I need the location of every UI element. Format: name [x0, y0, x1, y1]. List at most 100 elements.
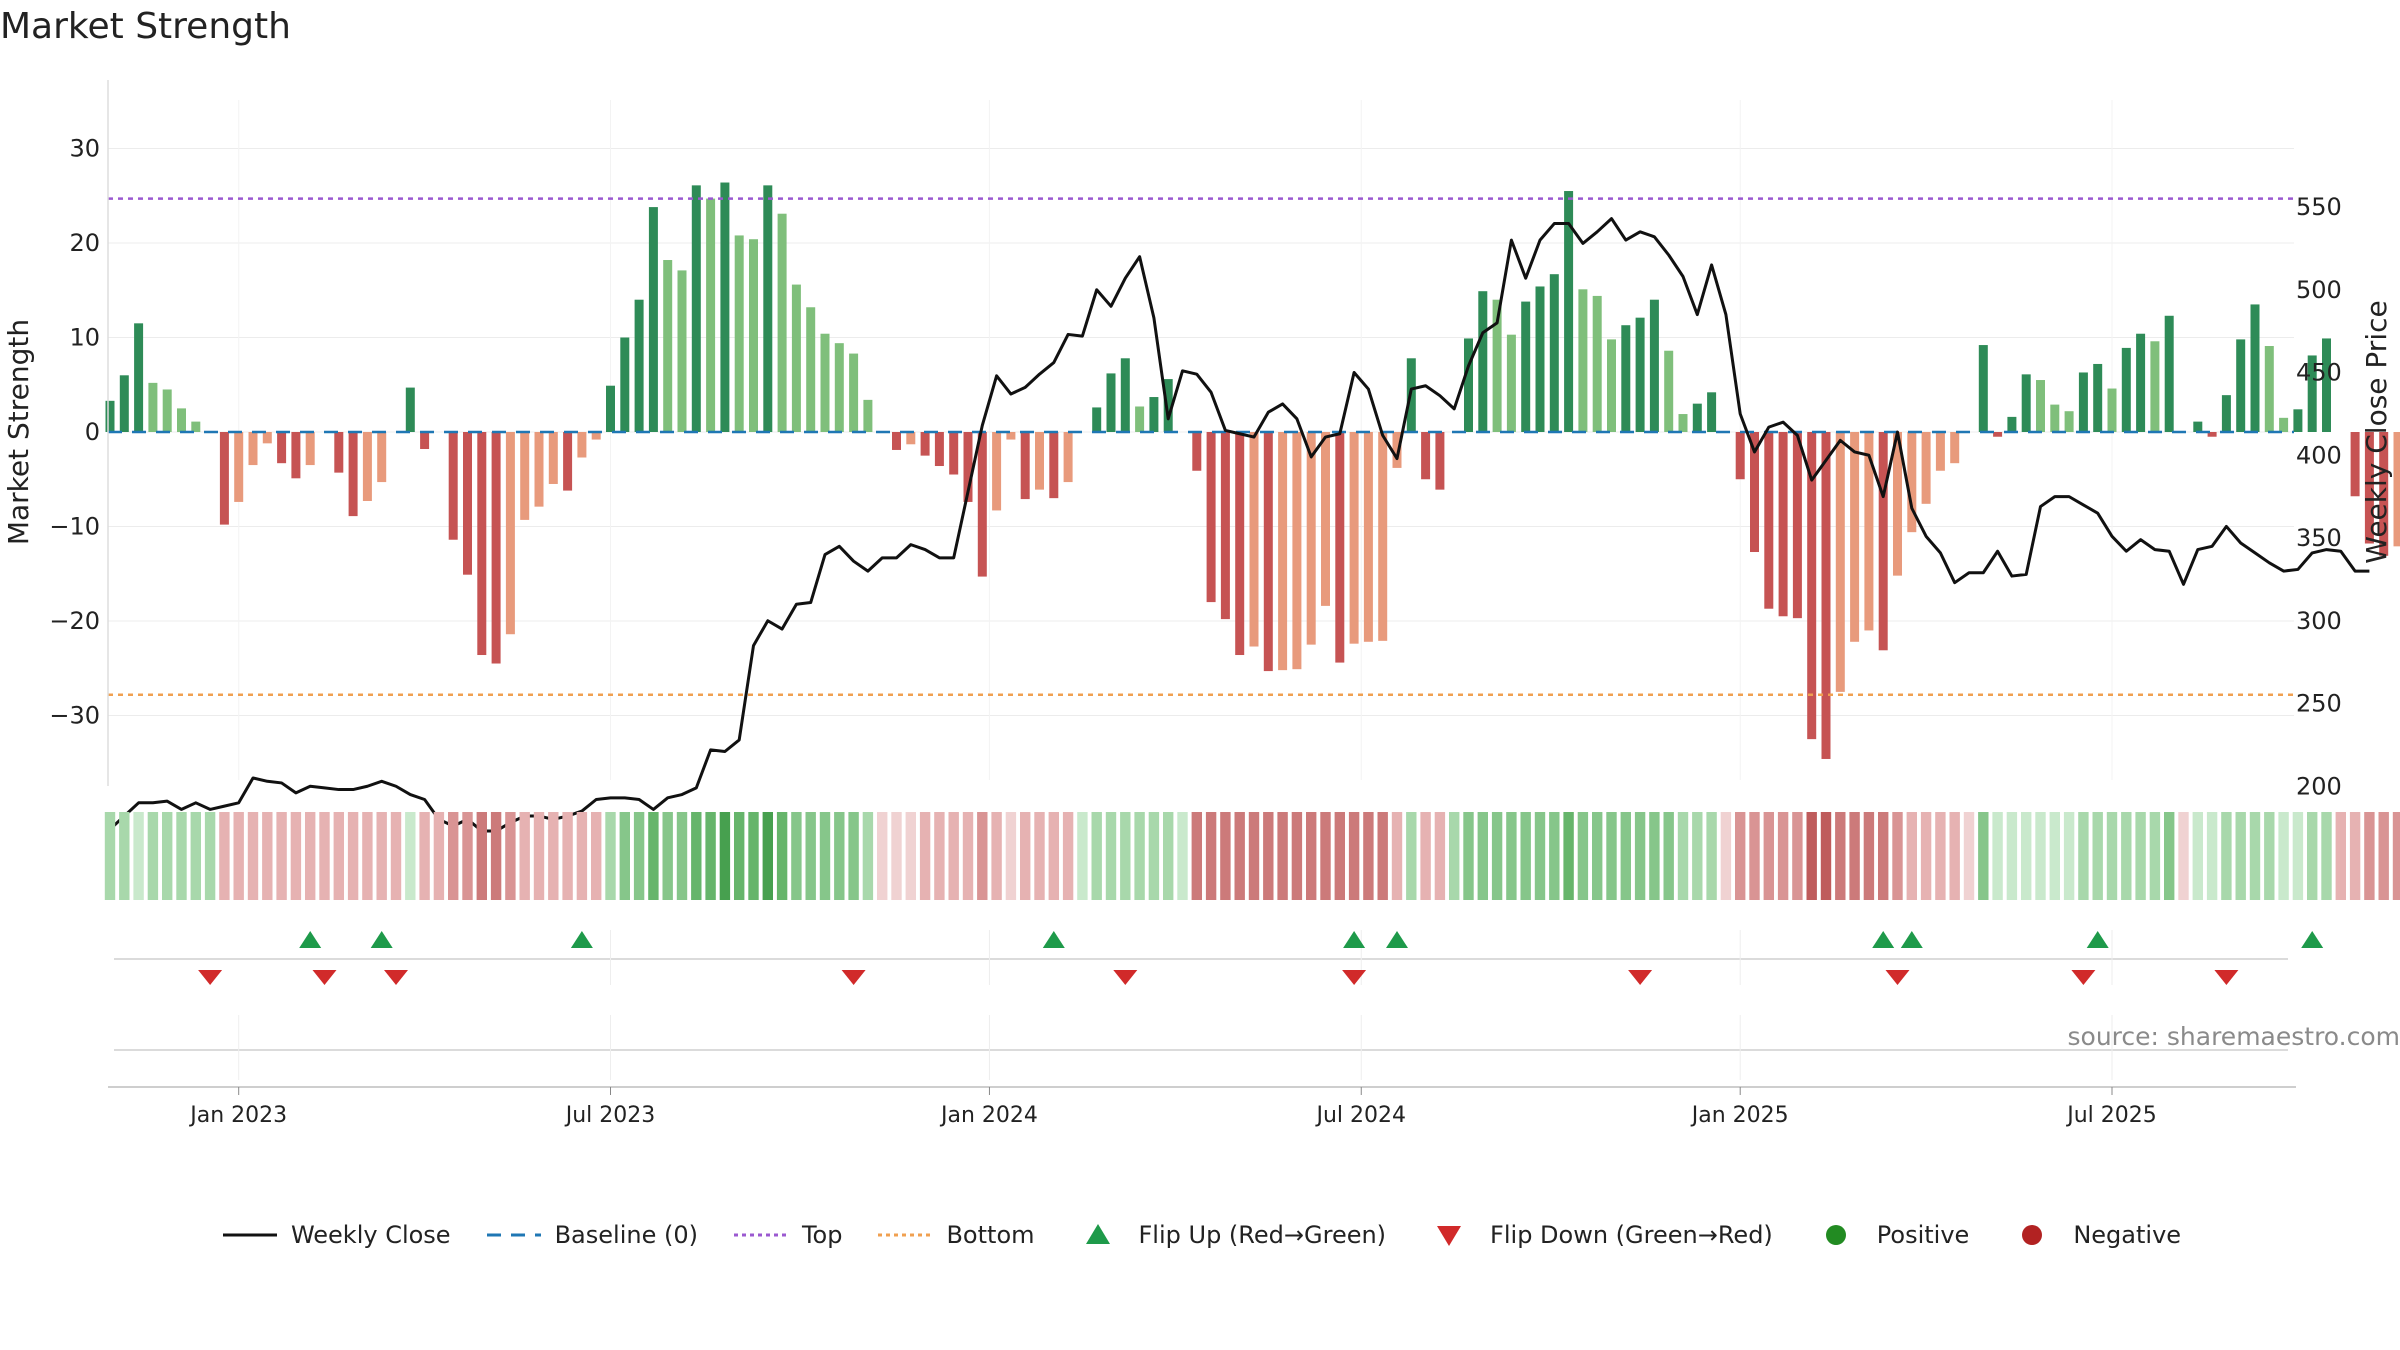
- strength-bar: [520, 432, 530, 520]
- heat-cell: [605, 812, 616, 900]
- heat-cell: [748, 812, 759, 900]
- heat-cell: [1034, 812, 1045, 900]
- strength-bar: [834, 343, 844, 432]
- heat-cell: [1391, 812, 1403, 900]
- heat-cell: [1048, 812, 1059, 900]
- date-tick-label: Jul 2024: [1314, 1103, 1406, 1128]
- heat-cell: [2035, 812, 2046, 900]
- heat-cell: [633, 812, 645, 900]
- triangle-up-icon: [1067, 1220, 1129, 1250]
- strength-bar: [706, 198, 716, 432]
- heat-cell: [1020, 812, 1031, 900]
- heat-cell: [719, 812, 731, 900]
- left-tick-label: 10: [69, 324, 100, 352]
- strength-bar: [1149, 397, 1159, 432]
- strength-bar: [1578, 289, 1588, 433]
- strength-bar: [1049, 432, 1059, 499]
- strength-bar: [1163, 379, 1173, 432]
- heat-cell: [390, 812, 402, 900]
- strength-bar: [1464, 338, 1473, 433]
- strength-bar: [491, 432, 501, 664]
- strength-bar: [262, 432, 272, 444]
- strength-bar: [105, 400, 115, 433]
- heat-cell: [104, 812, 116, 900]
- strength-bar: [934, 432, 944, 467]
- heat-cell: [1749, 812, 1760, 900]
- flip-down-marker: [384, 970, 408, 985]
- heat-cell: [1792, 812, 1803, 900]
- legend-item-weekly-close: Weekly Close: [219, 1220, 451, 1250]
- flip-markers-panel: [114, 930, 2324, 985]
- strength-bar: [1592, 295, 1602, 432]
- heat-cell: [1506, 812, 1517, 900]
- heat-cell: [347, 812, 359, 900]
- heat-cell: [2092, 812, 2103, 900]
- heat-cell: [1449, 812, 1460, 900]
- strength-bar: [1020, 432, 1030, 500]
- date-tick-label: Jan 2024: [939, 1103, 1038, 1128]
- heat-cell: [1205, 812, 1217, 900]
- date-tick-label: Jan 2025: [1690, 1103, 1789, 1128]
- strength-bar: [2350, 432, 2360, 497]
- heat-cell: [2149, 812, 2161, 900]
- heat-cell: [1620, 812, 1631, 900]
- heat-cell: [1835, 812, 1846, 900]
- heat-cell: [319, 812, 330, 900]
- strength-bar: [2036, 380, 2045, 433]
- strength-bar: [1206, 432, 1216, 603]
- strength-bar: [977, 432, 987, 577]
- strength-bar: [1249, 432, 1259, 647]
- heat-cell: [2021, 812, 2032, 900]
- strength-bar: [1392, 432, 1402, 468]
- heat-cell: [1849, 812, 1860, 900]
- heat-cell: [1477, 812, 1488, 900]
- flip-down-marker: [312, 970, 337, 985]
- strength-bar: [648, 207, 658, 432]
- right-tick-label: 500: [2296, 276, 2342, 304]
- strength-bar: [2007, 416, 2017, 432]
- strength-bar: [1292, 432, 1302, 670]
- heat-cell: [2292, 812, 2304, 900]
- flip-down-marker: [1113, 970, 1138, 985]
- strength-bar: [1907, 432, 1917, 533]
- strength-bar: [2250, 304, 2260, 432]
- heat-cell: [548, 812, 559, 900]
- heat-cell: [691, 812, 702, 900]
- left-tick-label: 0: [85, 418, 100, 446]
- heat-cell: [934, 812, 945, 900]
- heat-cell: [776, 812, 788, 900]
- heat-cell: [834, 812, 845, 900]
- strength-bar: [1664, 350, 1674, 432]
- heat-cell: [662, 812, 673, 900]
- strength-bar: [1878, 432, 1888, 651]
- line-dashed-icon: [483, 1220, 545, 1250]
- heat-cell: [919, 812, 931, 900]
- heat-cell: [1878, 812, 1889, 900]
- right-tick-label: 550: [2296, 193, 2342, 221]
- heat-cell: [1105, 812, 1117, 900]
- heat-cell: [2249, 812, 2261, 900]
- heat-cell: [2063, 812, 2075, 900]
- strength-bar: [1106, 373, 1116, 432]
- strength-bar: [420, 432, 430, 450]
- strength-bar: [1735, 432, 1745, 480]
- strength-bar: [2264, 346, 2274, 433]
- strength-bar: [1835, 432, 1845, 692]
- strength-bar: [963, 432, 973, 502]
- flip-down-marker: [1628, 970, 1653, 985]
- heat-cell: [734, 812, 745, 900]
- heat-cell: [276, 812, 287, 900]
- strength-bar: [2322, 338, 2331, 433]
- heat-cell: [219, 812, 230, 900]
- strength-bar: [1621, 325, 1631, 432]
- strength-bar: [1864, 432, 1874, 631]
- flip-up-marker: [570, 931, 593, 948]
- strength-bar: [1378, 432, 1388, 641]
- strength-bar: [1421, 432, 1431, 480]
- strength-bar: [448, 432, 458, 540]
- strength-bar: [191, 421, 201, 432]
- flip-down-marker: [198, 970, 223, 985]
- legend-item-flip-down: Flip Down (Green→Red): [1418, 1220, 1773, 1250]
- heat-cell: [2178, 812, 2189, 900]
- heat-cell: [405, 812, 416, 900]
